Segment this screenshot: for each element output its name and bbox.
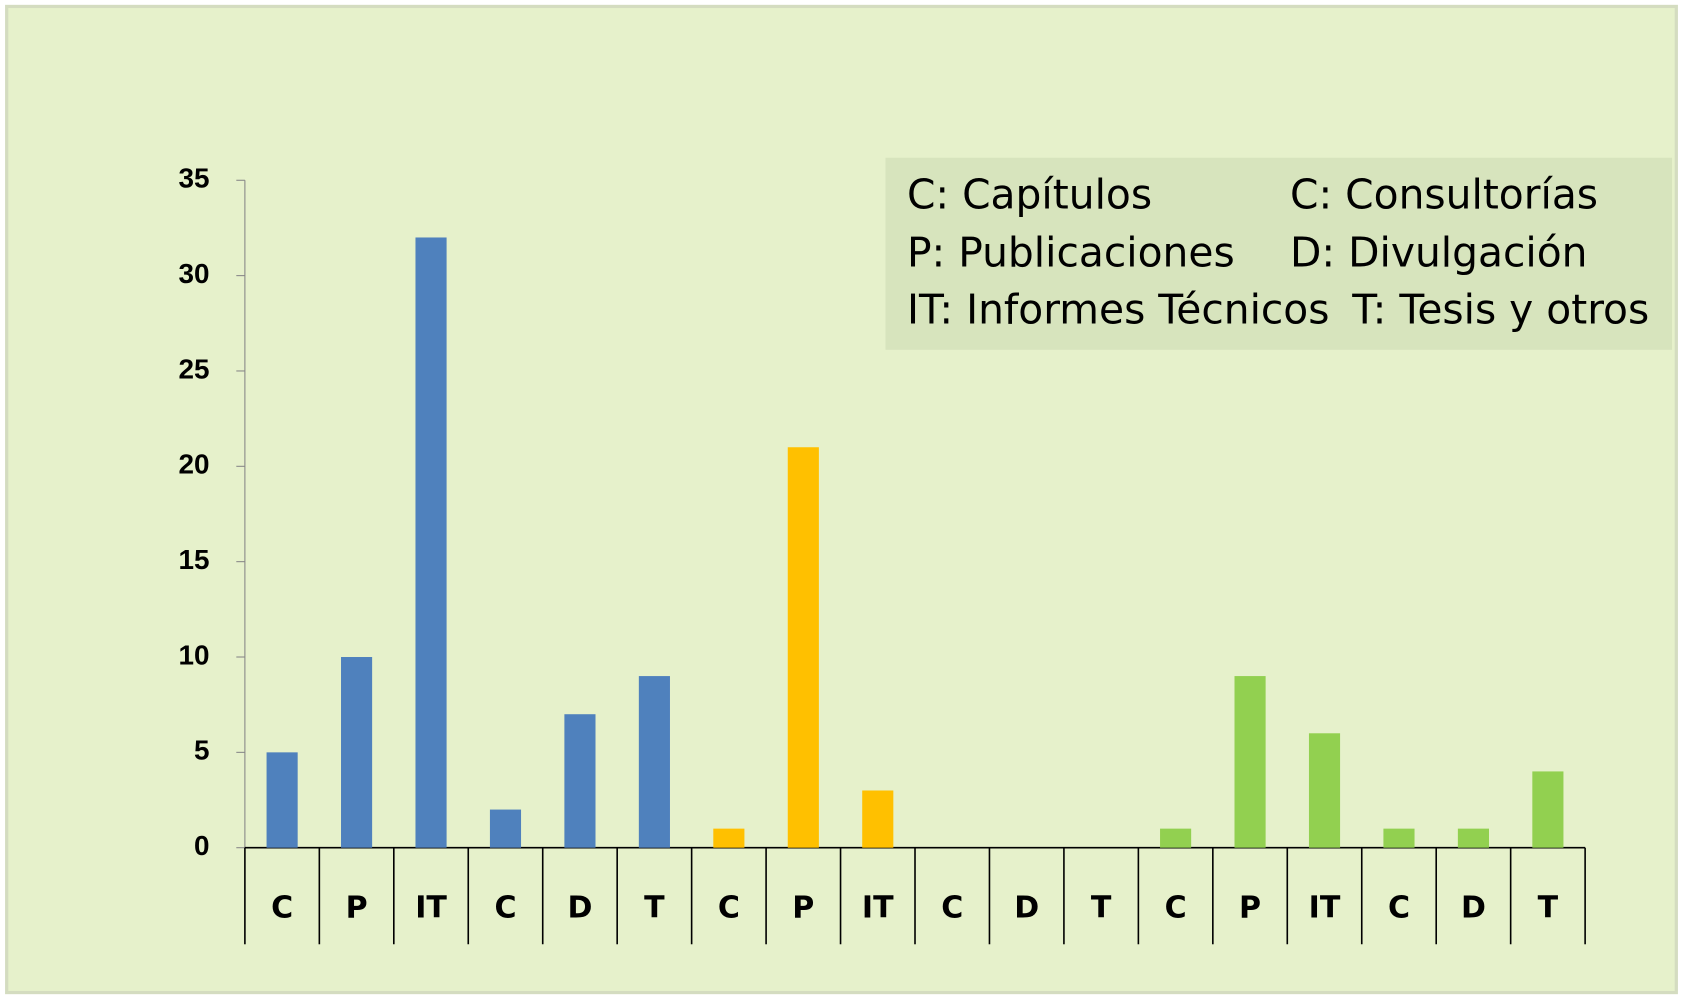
legend-box	[885, 157, 1673, 350]
bar	[787, 447, 819, 848]
x-tick-label: C	[718, 890, 740, 925]
y-tick-label: 25	[178, 353, 209, 384]
x-tick-label: D	[1461, 890, 1486, 925]
y-tick-label: 30	[178, 258, 209, 289]
bar	[1383, 828, 1415, 848]
x-tick-label: IT	[415, 890, 447, 925]
x-tick-label: IT	[862, 890, 894, 925]
y-tick-label: 0	[194, 830, 210, 861]
bar	[638, 676, 670, 848]
bar	[862, 790, 894, 848]
bar	[266, 752, 298, 848]
legend-text: IT: Informes Técnicos	[907, 285, 1330, 333]
legend-text: C: Capítulos	[907, 170, 1152, 218]
y-tick-label: 35	[178, 163, 209, 194]
x-tick-label: C	[271, 890, 293, 925]
bar	[564, 714, 596, 848]
legend-text: T: Tesis y otros	[1351, 285, 1649, 333]
legend-text: D: Divulgación	[1290, 228, 1587, 276]
bar	[1160, 828, 1192, 848]
y-tick-label: 15	[178, 544, 209, 575]
x-tick-label: C	[1388, 890, 1410, 925]
bar	[1234, 676, 1266, 848]
x-tick-label: P	[346, 890, 368, 925]
x-tick-label: P	[1239, 890, 1261, 925]
x-tick-label: IT	[1309, 890, 1341, 925]
x-tick-label: D	[1014, 890, 1039, 925]
y-tick-label: 10	[178, 639, 209, 670]
legend-text: C: Consultorías	[1290, 170, 1598, 218]
legend-text: P: Publicaciones	[907, 228, 1235, 276]
y-tick-label: 5	[194, 735, 210, 766]
y-tick-label: 20	[178, 449, 209, 480]
bar	[1308, 733, 1341, 848]
x-tick-label: T	[644, 890, 665, 925]
bar	[1457, 828, 1489, 848]
bar	[341, 657, 373, 848]
bar	[489, 809, 522, 848]
x-tick-label: P	[792, 890, 814, 925]
bar	[713, 828, 745, 848]
x-tick-label: C	[941, 890, 963, 925]
x-tick-label: T	[1538, 890, 1559, 925]
chart-background	[5, 4, 1678, 995]
bar	[1532, 771, 1564, 848]
bar	[415, 237, 447, 848]
x-tick-label: C	[494, 890, 516, 925]
x-tick-label: T	[1091, 890, 1112, 925]
x-tick-label: C	[1165, 890, 1187, 925]
x-tick-label: D	[567, 890, 592, 925]
